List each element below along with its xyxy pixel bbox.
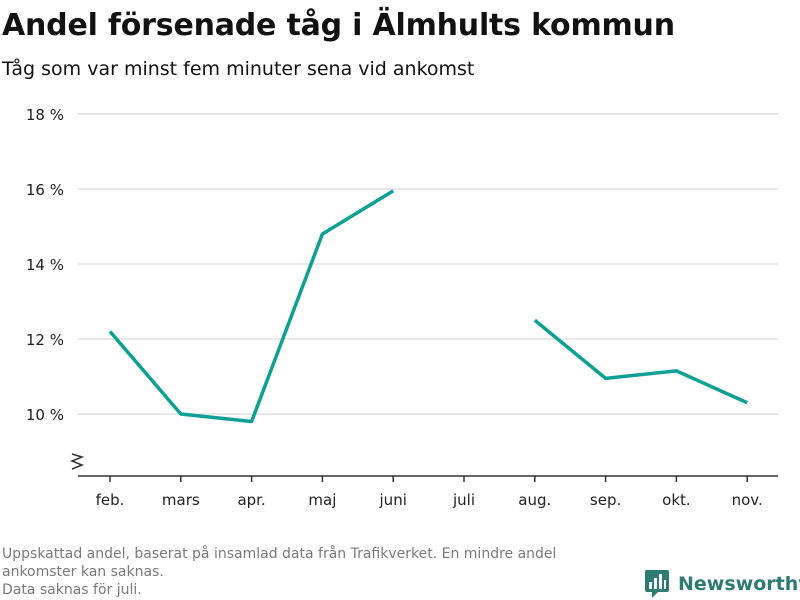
y-tick-label: 18 % (26, 106, 64, 124)
x-tick-label: apr. (237, 491, 265, 509)
y-axis-tick-labels: 10 % 12 % 14 % 16 % 18 % (26, 106, 64, 424)
chart-subtitle: Tåg som var minst fem minuter sena vid a… (2, 58, 475, 80)
x-tick-label: okt. (662, 491, 691, 509)
x-tick-label: juni (379, 491, 407, 509)
brand-logo: Newsworthy (644, 568, 800, 600)
series-line-segment (533, 318, 748, 405)
y-tick-label: 16 % (26, 181, 64, 199)
footnote-line-2: ankomster kan saknas. (2, 564, 164, 580)
newsworthy-logo-icon (645, 570, 669, 598)
x-tick-label: feb. (96, 491, 125, 509)
x-tick-label: juli (452, 491, 475, 509)
footnote-line-1: Uppskattad andel, baserat på insamlad da… (2, 546, 557, 562)
x-tick-label: nov. (732, 491, 763, 509)
y-tick-label: 12 % (26, 331, 64, 349)
x-tick-label: sep. (590, 491, 621, 509)
series-line-segment (108, 189, 395, 424)
x-tick-label: mars (162, 491, 200, 509)
line-chart: 10 % 12 % 14 % 16 % 18 % feb. mars apr. maj juni… (26, 106, 778, 509)
footnote-line-3: Data saknas för juli. (2, 582, 142, 598)
brand-name: Newsworthy (678, 573, 800, 595)
x-axis-tick-labels: feb. mars apr. maj juni juli aug. sep. okt. nov. (96, 491, 763, 509)
chart-footnote: Uppskattad andel, baserat på insamlad da… (2, 545, 632, 599)
axis-break-icon (69, 453, 85, 470)
x-axis (69, 453, 778, 482)
series-lines (108, 189, 748, 424)
chart-title: Andel försenade tåg i Älmhults kommun (2, 8, 675, 43)
x-tick-label: maj (308, 491, 336, 509)
y-tick-label: 14 % (26, 256, 64, 274)
y-tick-label: 10 % (26, 406, 64, 424)
grid-lines (78, 113, 778, 415)
x-tick-label: aug. (518, 491, 551, 509)
